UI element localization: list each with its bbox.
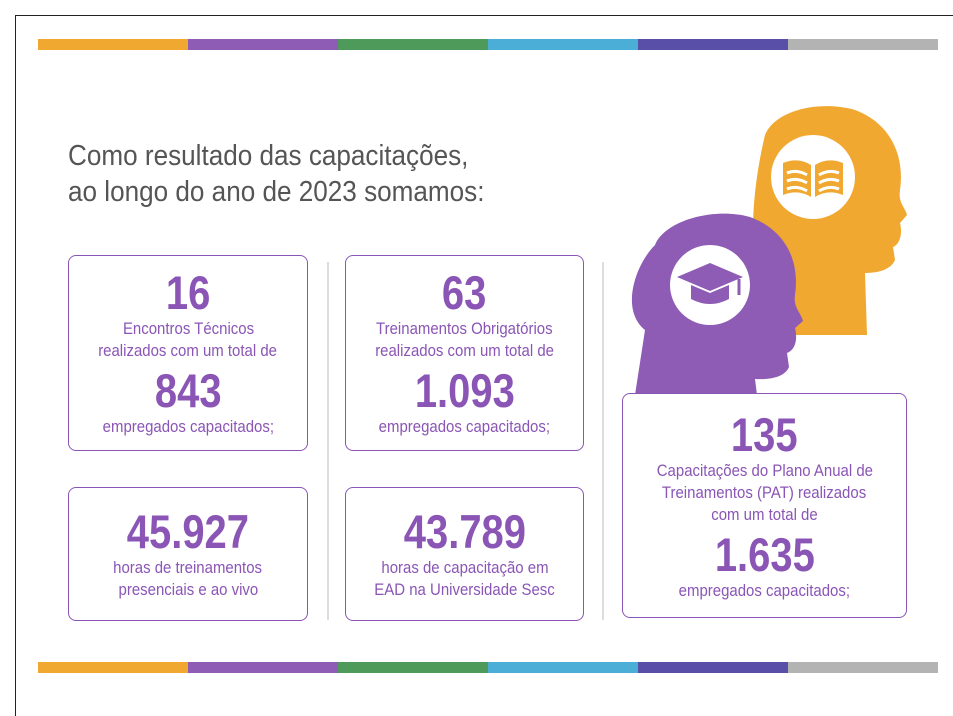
stat-card: 135 Capacitações do Plano Anual de Trein… [622, 393, 907, 618]
stat-text: empregados capacitados; [679, 580, 850, 602]
stat-text: Capacitações do Plano Anual de [656, 460, 872, 482]
stat-text: horas de treinamentos [114, 557, 263, 579]
stat-text: EAD na Universidade Sesc [374, 579, 554, 601]
stat-text: presenciais e ao vivo [118, 579, 258, 601]
stat-text: Encontros Técnicos [122, 318, 253, 340]
stat-text: com um total de [711, 504, 817, 526]
stat-card: 63 Treinamentos Obrigatórios realizados … [345, 255, 584, 451]
stat-text: horas de capacitação em [381, 557, 548, 579]
divider [602, 262, 604, 620]
stat-text: Treinamentos (PAT) realizados [662, 482, 866, 504]
stat-text: empregados capacitados; [102, 416, 273, 438]
stat-number: 1.635 [715, 530, 815, 580]
stat-number: 16 [166, 268, 210, 318]
divider [327, 262, 329, 620]
page: Como resultado das capacitações, ao long… [0, 0, 953, 689]
stat-card: 43.789 horas de capacitação em EAD na Un… [345, 487, 584, 621]
heading-line: Como resultado das capacitações, [68, 138, 484, 174]
color-stripe [38, 662, 938, 673]
heading: Como resultado das capacitações, ao long… [68, 138, 484, 210]
color-stripe [38, 39, 938, 50]
stat-text: empregados capacitados; [379, 416, 550, 438]
stat-text: Treinamentos Obrigatórios [376, 318, 553, 340]
stat-text: realizados com um total de [99, 340, 278, 362]
stat-number: 63 [442, 268, 486, 318]
stat-number: 135 [731, 410, 798, 460]
heads-illustration [615, 95, 915, 405]
stat-number: 45.927 [127, 507, 249, 557]
stat-number: 843 [155, 366, 222, 416]
stat-card: 45.927 horas de treinamentos presenciais… [68, 487, 308, 621]
heading-line: ao longo do ano de 2023 somamos: [68, 174, 484, 210]
stat-text: realizados com um total de [375, 340, 554, 362]
stat-card: 16 Encontros Técnicos realizados com um … [68, 255, 308, 451]
stat-number: 43.789 [403, 507, 525, 557]
stat-number: 1.093 [415, 366, 515, 416]
